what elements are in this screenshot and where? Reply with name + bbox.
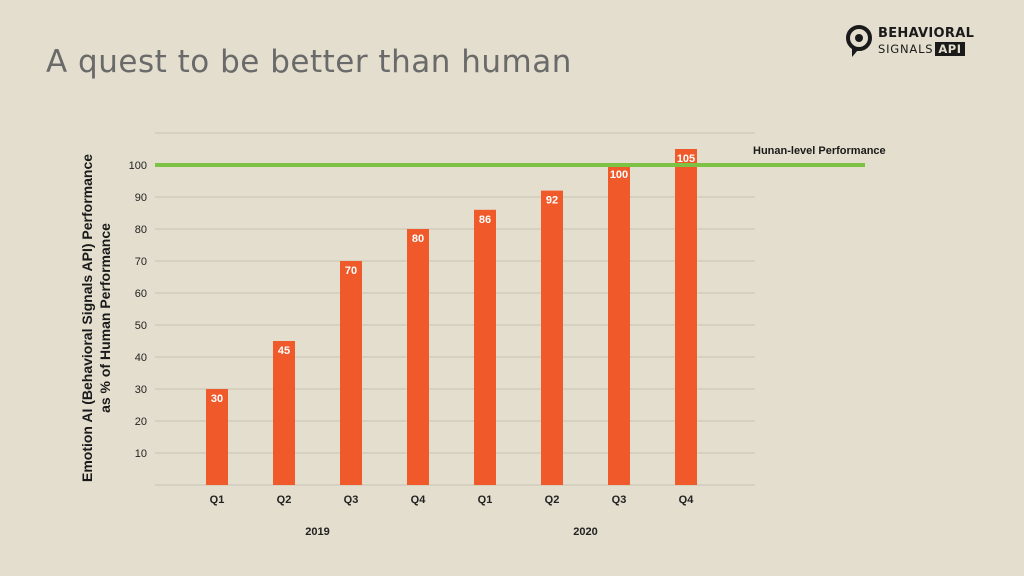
behavioral-signals-logo-icon — [846, 25, 872, 57]
y-tick-label: 70 — [135, 256, 147, 268]
x-tick-label: Q4 — [679, 494, 695, 506]
x-tick-label: Q2 — [545, 494, 560, 506]
y-tick-label: 60 — [135, 288, 147, 300]
x-tick-label: Q3 — [612, 494, 627, 506]
bar — [541, 190, 563, 485]
slide-title: A quest to be better than human — [46, 44, 572, 80]
x-tick-label: Q3 — [344, 494, 359, 506]
year-group-label: 2019 — [305, 526, 329, 538]
bar — [206, 389, 228, 485]
logo-wordmark-line2: SIGNALS API — [878, 42, 965, 56]
bar — [407, 229, 429, 485]
bar — [675, 149, 697, 485]
y-axis-label-line2: as % of Human Performance — [97, 223, 113, 413]
logo-wordmark-line1: BEHAVIORAL — [878, 26, 975, 41]
bar — [608, 165, 630, 485]
bar-data-label: 80 — [412, 233, 424, 245]
bar — [340, 261, 362, 485]
x-tick-label: Q1 — [210, 494, 225, 506]
x-tick-label: Q4 — [411, 494, 427, 506]
bar-data-label: 105 — [677, 153, 695, 165]
company-logo: BEHAVIORAL SIGNALS API — [846, 24, 986, 60]
y-tick-label: 90 — [135, 192, 147, 204]
bar — [474, 209, 496, 486]
y-tick-label: 40 — [135, 352, 147, 364]
y-axis-label-line1: Emotion AI (Behavioral Signals API) Perf… — [79, 154, 95, 482]
bar-data-label: 70 — [345, 265, 357, 277]
bar-data-label: 92 — [546, 195, 558, 207]
y-tick-label: 80 — [135, 224, 147, 236]
year-group-label: 2020 — [573, 526, 597, 538]
bar-data-label: 100 — [610, 169, 628, 181]
y-tick-label: 50 — [135, 320, 147, 332]
y-tick-label: 10 — [135, 448, 147, 460]
y-tick-label: 30 — [135, 384, 147, 396]
y-tick-label: 100 — [129, 160, 147, 172]
x-tick-label: Q2 — [277, 494, 292, 506]
x-tick-label: Q1 — [478, 494, 493, 506]
bar-data-label: 86 — [479, 214, 491, 226]
logo-api-badge: API — [935, 42, 965, 56]
bar — [273, 341, 295, 485]
logo-signals-text: SIGNALS — [878, 42, 934, 56]
reference-line-label: Hunan-level Performance — [753, 145, 886, 157]
bar-data-label: 45 — [278, 345, 290, 357]
bar-data-label: 30 — [211, 393, 223, 405]
y-tick-label: 20 — [135, 416, 147, 428]
